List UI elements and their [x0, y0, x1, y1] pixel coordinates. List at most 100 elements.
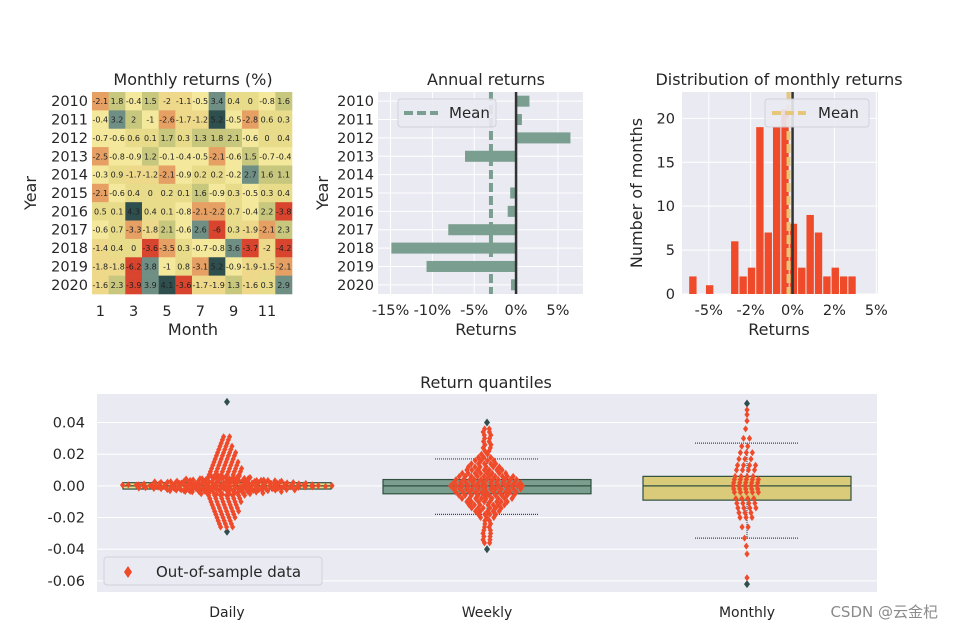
heatmap-cell: [192, 275, 209, 295]
heatmap-cell: [92, 202, 109, 221]
quantiles-point: [463, 479, 469, 487]
quantiles-point: [475, 453, 482, 461]
annual-x-tick: 5%: [546, 303, 569, 319]
quantiles-point: [493, 510, 499, 518]
annual-year-tick: 2019: [337, 259, 374, 275]
heatmap-cell-label: -2.6: [159, 116, 175, 125]
heatmap-cell: [175, 92, 193, 111]
quantiles-point: [481, 466, 487, 474]
quantiles-point: [462, 472, 468, 480]
quantiles-point: [478, 495, 484, 503]
quantiles-point: [493, 479, 500, 487]
heatmap-cell: [175, 257, 193, 276]
quantiles-point: [470, 479, 476, 487]
quantiles-outlier: [744, 580, 750, 589]
heatmap-cell-label: 0: [131, 244, 136, 253]
quantiles-point: [737, 514, 743, 522]
quantiles-point: [492, 472, 498, 480]
quantiles-title: Return quantiles: [420, 373, 552, 392]
heatmap-cell: [142, 275, 159, 295]
quantiles-point: [481, 453, 487, 461]
quantiles-point: [744, 406, 750, 414]
quantiles-point: [238, 498, 244, 506]
quantiles-point: [481, 472, 487, 480]
heatmap-year-tick: 2012: [51, 131, 88, 147]
hist-y-ticks: 0 5 10 15 20: [657, 111, 675, 303]
heatmap-cell: [208, 147, 226, 166]
heatmap-cell-label: 0.4: [277, 189, 290, 198]
heatmap-month-tick: 9: [229, 304, 238, 320]
heatmap-year-tick: 2019: [51, 259, 88, 275]
heatmap-cell-label: -0.9: [209, 189, 225, 198]
heatmap-cell-label: 0.4: [227, 97, 240, 106]
heatmap-cell-label: 2.6: [194, 226, 207, 235]
heatmap-cell: [125, 92, 143, 111]
quantiles-point: [465, 463, 472, 471]
hist-bar: [764, 232, 772, 294]
quantiles-point: [743, 479, 749, 487]
quantiles-point: [737, 476, 743, 484]
quantiles-point: [469, 466, 475, 474]
quantiles-y-tick: 0.02: [53, 447, 85, 463]
annual-x-ticks: -15% -10% -5% 0% 5%: [372, 303, 570, 319]
heatmap-cell: [125, 257, 143, 276]
heatmap-cell-label: 0.7: [111, 226, 124, 235]
quantiles-point: [466, 482, 472, 490]
quantiles-point: [290, 478, 296, 486]
hist-bar: [814, 232, 823, 294]
heatmap-cell-label: -3.5: [159, 244, 175, 253]
quantiles-point: [487, 472, 493, 480]
hist-x-tick: -5%: [695, 303, 723, 319]
quantiles-point: [119, 481, 126, 489]
quantiles-point: [284, 479, 290, 487]
quantiles-point: [495, 476, 501, 484]
heatmap-cell-label: 1.5: [144, 97, 157, 106]
heatmap-cell-label: -3.8: [276, 207, 292, 216]
quantiles-point: [487, 533, 493, 541]
heatmap-cell: [158, 202, 176, 221]
heatmap-cell-label: 2.2: [261, 207, 274, 216]
quantiles-point: [484, 469, 490, 477]
heatmap-cell: [175, 165, 193, 185]
heatmap-cell-label: -0.6: [109, 134, 125, 143]
hist-ylabel: Number of months: [627, 118, 646, 268]
heatmap-cell-label: -0.8: [176, 207, 192, 216]
heatmap-cell-label: 2.1: [161, 226, 174, 235]
quantiles-point: [487, 526, 494, 534]
heatmap-cell: [142, 92, 159, 111]
heatmap-cell-label: 3.8: [144, 262, 157, 271]
heatmap-cell: [192, 165, 209, 185]
quantiles-point: [259, 483, 265, 491]
heatmap-cell: [158, 275, 176, 295]
quantiles-point: [277, 478, 283, 486]
quantiles-swarm: [119, 406, 761, 582]
quantiles-point: [484, 507, 491, 515]
hist-x-ticks: -5% -2% 0% 2% 5%: [695, 303, 888, 319]
heatmap-cell: [208, 202, 226, 221]
quantiles-point: [490, 501, 496, 509]
heatmap-cell: [258, 202, 276, 221]
heatmap-cell-label: -0.9: [126, 152, 142, 161]
heatmap-cell: [108, 275, 126, 295]
annual-bar: [510, 187, 517, 199]
heatmap-cell: [142, 128, 159, 148]
heatmap-cell-label: -1.7: [126, 171, 142, 180]
heatmap-cell-label: -1.9: [243, 262, 259, 271]
heatmap-cell: [242, 183, 259, 203]
heatmap-cell: [175, 275, 193, 295]
quantiles-point: [183, 475, 189, 483]
heatmap-cell-label: 0.4: [144, 207, 157, 216]
quantiles-point: [509, 495, 515, 503]
heatmap-cell-label: 0.1: [144, 134, 157, 143]
heatmap-cell: [158, 238, 176, 258]
annual-xlabel: Returns: [455, 320, 516, 339]
quantiles-y-ticks: 0.04 0.02 0.00 -0.02 -0.04 -0.06: [47, 416, 85, 590]
heatmap-cell: [108, 165, 126, 185]
heatmap-cell-label: -4.2: [276, 244, 292, 253]
quantiles-point: [736, 455, 742, 463]
heatmap-cell-label: -0.7: [259, 152, 275, 161]
heatmap-cell: [175, 220, 193, 240]
heatmap-cell-label: -0.6: [93, 226, 109, 235]
quantiles-point: [751, 466, 758, 474]
quantiles-point: [745, 466, 752, 474]
